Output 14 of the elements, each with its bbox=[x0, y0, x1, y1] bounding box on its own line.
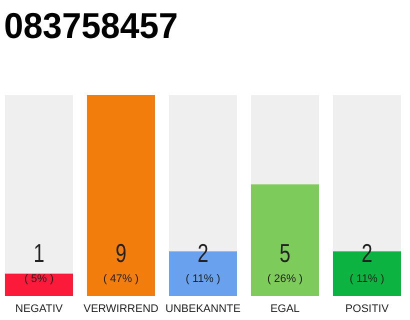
annotation: ( 11% ) bbox=[186, 273, 220, 285]
data-label: 1 bbox=[34, 238, 48, 268]
x-tick-label: EGAL bbox=[270, 303, 300, 315]
chart-title: 083758457 bbox=[4, 5, 184, 46]
x-tick-label: VERWIRREND bbox=[84, 303, 159, 315]
x-tick-label: UNBEKANNTE bbox=[165, 303, 241, 315]
annotation: ( 47% ) bbox=[103, 273, 139, 285]
annotation: ( 11% ) bbox=[350, 273, 384, 285]
x-tick-label: NEGATIV bbox=[15, 303, 64, 315]
data-label: 9 bbox=[116, 238, 130, 268]
annotation: ( 26% ) bbox=[267, 273, 303, 285]
data-label: 5 bbox=[280, 238, 294, 268]
x-tick-label: POSITIV bbox=[345, 303, 390, 315]
annotation: ( 5% ) bbox=[24, 273, 54, 285]
